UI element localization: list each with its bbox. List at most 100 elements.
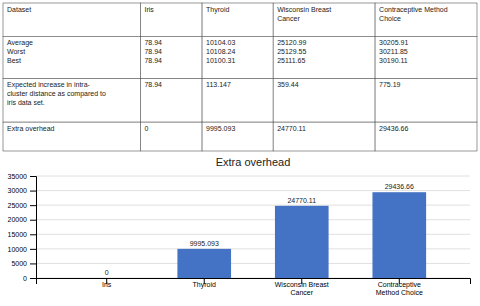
tick-mark — [30, 205, 36, 206]
tick-label: 5000 — [11, 260, 27, 267]
text-line: 10108.24 — [206, 48, 235, 55]
table-cell — [3, 122, 140, 151]
text-line: 25129.55 — [277, 48, 306, 55]
bars — [177, 192, 426, 278]
data-label: 24770.11 — [287, 197, 316, 204]
table-text: 775.19 — [379, 81, 401, 88]
grid — [36, 176, 470, 278]
tick: 0 — [23, 275, 36, 282]
table-text: 10104.0310108.2410100.31 — [206, 39, 235, 64]
tick-label: Wisconsin BreastCancer — [275, 281, 329, 296]
text-line: Expected increase in intra- — [7, 81, 91, 89]
text-line: 30205.91 — [379, 39, 408, 46]
text-line: Cancer — [290, 289, 313, 296]
text-line: iris data set. — [7, 99, 45, 106]
text-line: cluster distance as compared to — [7, 90, 106, 98]
tick-label: Thyroid — [193, 281, 216, 289]
tick-label: Iris — [102, 281, 112, 288]
table-cell — [202, 36, 273, 78]
text-line: 0 — [144, 125, 148, 132]
table-text: 359.44 — [277, 81, 299, 88]
y-axis: 0 5000 10000 15000 20000 25000 30000 35000 — [8, 173, 37, 282]
text-line: 78.94 — [144, 39, 162, 46]
tick-mark — [30, 278, 36, 279]
table-cell — [273, 78, 375, 122]
table-header: Dataset — [7, 6, 31, 13]
table-text: 30205.9130211.8530190.11 — [379, 39, 408, 64]
text-line: 10104.03 — [206, 39, 235, 46]
tick-mark — [30, 220, 36, 221]
tick: 30000 — [8, 187, 36, 194]
text-line: 113.147 — [206, 81, 231, 88]
text-line: Method Choice — [376, 289, 423, 296]
table: Dataset Iris Thyroid Wisconsin BreastCancer… — [3, 3, 477, 151]
text-line: Thyroid — [206, 6, 229, 14]
table-cell — [375, 36, 477, 78]
axis-domain — [30, 177, 37, 279]
table-cell — [3, 36, 140, 78]
table-text: Extra overhead — [7, 125, 55, 132]
chart-root: DatasetIrisThyroidWisconsin BreastCancer… — [0, 0, 480, 306]
table-cell — [273, 36, 375, 78]
text-line: 78.94 — [144, 48, 162, 55]
table-cell — [202, 3, 273, 36]
bar — [177, 249, 231, 278]
table-text: 9995.093 — [206, 125, 235, 132]
table-cell — [3, 78, 140, 122]
table-text: 113.147 — [206, 81, 231, 88]
table-header: Contraceptive MethodChoice — [379, 6, 448, 22]
text-line: Extra overhead — [7, 125, 55, 132]
table-cell — [3, 3, 140, 36]
tick-label: 35000 — [8, 173, 28, 180]
tick-label: 0 — [23, 275, 27, 282]
data-labels: 09995.09324770.1129436.66 — [105, 183, 414, 276]
table-text: 78.94 78.94 78.94 — [144, 39, 162, 64]
table-text: 29436.66 — [379, 125, 408, 132]
text-line: 25120.99 — [277, 39, 306, 46]
text-line: Contraceptive Method — [379, 6, 448, 14]
table-cell — [273, 3, 375, 36]
tick: Thyroid — [193, 278, 216, 289]
text-line: Iris — [144, 6, 154, 13]
bar — [275, 206, 329, 278]
text-line: Thyroid — [193, 281, 216, 289]
tick-label: ContraceptiveMethod Choice — [376, 281, 423, 296]
chart-title: Extra overhead — [216, 156, 291, 168]
tick: ContraceptiveMethod Choice — [376, 278, 423, 296]
text-line: Best — [7, 57, 21, 64]
table-cell — [202, 122, 273, 151]
text-line: 25111.65 — [277, 57, 305, 64]
text-line: 78.94 — [144, 81, 162, 88]
data-label: 9995.093 — [190, 240, 219, 247]
tick-label: 10000 — [8, 246, 28, 253]
table-header: Wisconsin BreastCancer — [277, 6, 331, 22]
bar — [372, 192, 426, 278]
table-cell — [140, 3, 202, 36]
table-cell — [140, 122, 202, 151]
text-line: 775.19 — [379, 81, 401, 88]
table-cell — [375, 78, 477, 122]
text-line: Wisconsin Breast — [277, 6, 331, 13]
tick: Wisconsin BreastCancer — [275, 278, 329, 296]
text-line: 78.94 — [144, 57, 162, 64]
table-cell — [273, 122, 375, 151]
tick: 15000 — [8, 231, 36, 238]
text-line: 9995.093 — [206, 125, 235, 132]
data-label: 29436.66 — [385, 183, 414, 190]
tick-mark — [30, 191, 36, 192]
table-cell — [140, 36, 202, 78]
text-line: 24770.11 — [277, 125, 306, 132]
text-line: Average — [7, 39, 33, 47]
tick: 20000 — [8, 216, 36, 223]
tick-label: 25000 — [8, 202, 28, 209]
text-line: 30190.11 — [379, 57, 408, 64]
text-line: Choice — [379, 15, 401, 22]
grid-line — [36, 190, 470, 191]
tick: 35000 — [8, 173, 36, 180]
table-cell — [375, 122, 477, 151]
table-text: 78.94 — [144, 81, 162, 88]
text-line: Iris — [102, 281, 112, 288]
tick-label: 15000 — [8, 231, 28, 238]
table-text: Expected increase in intra-cluster dista… — [7, 81, 106, 106]
bar — [80, 278, 134, 279]
